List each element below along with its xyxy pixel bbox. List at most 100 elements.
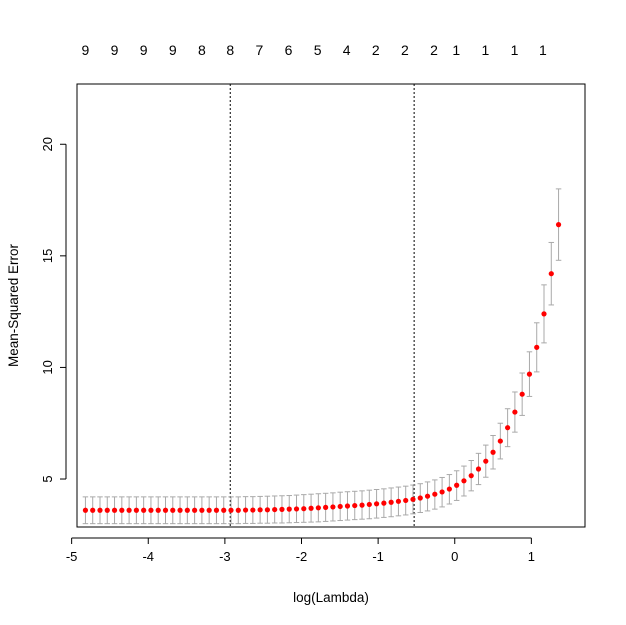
data-point — [97, 507, 103, 513]
data-point — [315, 505, 321, 511]
x-tick-label: 0 — [451, 549, 458, 564]
data-point — [403, 497, 409, 504]
data-point — [424, 493, 431, 499]
data-point — [293, 506, 300, 512]
reference-lines — [229, 84, 415, 527]
data-point — [213, 507, 220, 513]
y-tick-label: 10 — [40, 360, 55, 374]
data-point — [395, 498, 402, 504]
data-point — [352, 502, 358, 509]
data-point — [199, 507, 205, 513]
x-tick-label: -3 — [219, 549, 231, 564]
data-point — [359, 502, 365, 508]
data-point — [184, 507, 190, 513]
data-point — [170, 507, 176, 513]
data-point — [250, 507, 256, 513]
x-tick-label: -4 — [142, 549, 154, 564]
data-point — [330, 504, 336, 510]
top-axis-label: 1 — [511, 42, 519, 58]
data-point — [323, 504, 329, 510]
top-axis-label: 5 — [314, 42, 322, 58]
y-tick-label: 20 — [40, 137, 55, 151]
data-point — [133, 507, 139, 513]
top-axis-label: 8 — [198, 42, 206, 58]
top-axis-label: 1 — [481, 42, 489, 58]
top-axis-label: 8 — [226, 42, 234, 58]
data-point — [373, 501, 380, 507]
top-axis-label: 9 — [140, 42, 148, 58]
data-point — [388, 499, 394, 505]
top-axis-label: 9 — [111, 42, 119, 58]
data-point — [221, 507, 227, 513]
top-axis-label: 1 — [452, 42, 460, 58]
data-point — [505, 425, 511, 431]
y-axis-title: Mean-Squared Error — [6, 243, 21, 367]
data-point — [82, 507, 89, 513]
data-point — [381, 500, 387, 506]
data-point — [468, 473, 474, 479]
top-axis-label: 2 — [401, 42, 409, 58]
mean-points — [82, 221, 562, 513]
data-point — [344, 503, 351, 509]
data-point — [279, 506, 285, 512]
top-axis-label: 9 — [82, 42, 90, 58]
data-point — [432, 491, 438, 497]
y-tick-label: 15 — [40, 249, 55, 263]
data-point — [206, 507, 212, 513]
data-point — [439, 489, 445, 495]
data-point — [264, 507, 271, 513]
data-point — [410, 496, 416, 502]
data-point — [526, 371, 533, 377]
data-point — [111, 507, 118, 513]
y-axis: 5 10 15 20 — [40, 137, 67, 483]
data-point — [141, 507, 147, 513]
data-point — [417, 495, 423, 501]
data-point — [90, 507, 96, 513]
data-point — [162, 507, 169, 513]
data-point — [272, 506, 278, 513]
data-point — [548, 271, 554, 277]
data-point — [337, 503, 343, 510]
x-tick-label: -5 — [66, 549, 78, 564]
top-axis-label: 1 — [539, 42, 547, 58]
top-axis-label: 7 — [255, 42, 263, 58]
data-point — [242, 507, 249, 513]
top-axis-label: 4 — [343, 42, 351, 58]
top-axis-label: 9 — [169, 42, 177, 58]
data-point — [155, 507, 161, 513]
data-point — [301, 506, 307, 512]
x-axis-title: log(Lambda) — [293, 590, 369, 605]
top-axis-label: 6 — [285, 42, 293, 58]
data-point — [461, 478, 467, 484]
data-point — [490, 449, 496, 455]
data-point — [104, 507, 110, 513]
data-point — [366, 501, 372, 508]
plot-frame — [76, 83, 586, 528]
data-point — [541, 311, 547, 317]
data-point — [454, 482, 460, 488]
data-point — [534, 344, 540, 350]
data-point — [228, 507, 234, 513]
data-point — [308, 505, 314, 511]
data-point — [148, 507, 154, 513]
data-point — [286, 506, 292, 512]
data-point — [512, 409, 518, 415]
data-point — [497, 438, 503, 444]
x-tick-label: -1 — [372, 549, 384, 564]
data-point — [119, 507, 125, 513]
top-axis-label: 2 — [430, 42, 438, 58]
data-point — [126, 507, 132, 513]
data-point — [192, 507, 198, 513]
data-point — [446, 486, 452, 492]
y-tick-label: 5 — [40, 475, 55, 482]
data-point — [257, 507, 263, 513]
data-point — [177, 507, 183, 513]
data-point — [555, 221, 562, 228]
data-point — [483, 458, 489, 464]
x-axis: -5 -4 -3 -2 -1 0 1 — [66, 537, 535, 564]
data-point — [475, 466, 482, 472]
data-point — [519, 391, 525, 397]
